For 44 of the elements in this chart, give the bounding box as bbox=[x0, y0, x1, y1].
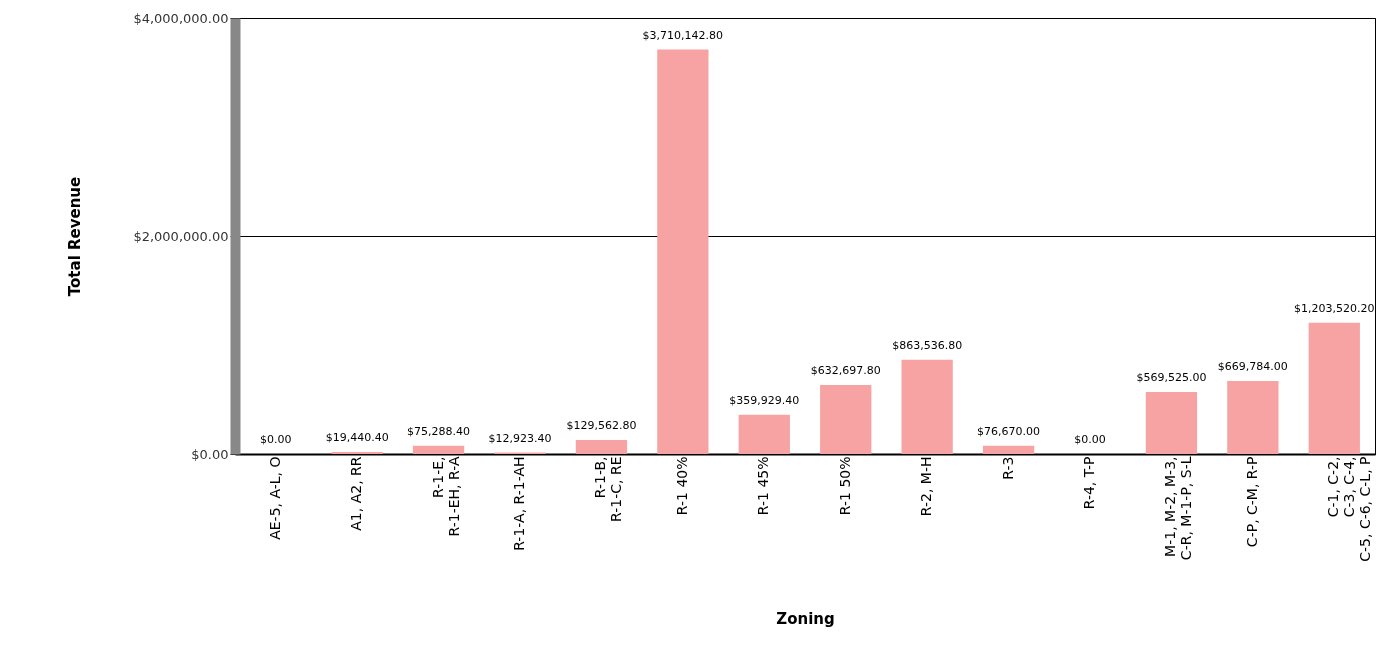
bar bbox=[1227, 380, 1279, 454]
x-tick-label: A1, A2, RR bbox=[348, 456, 365, 531]
bar bbox=[820, 385, 872, 454]
bar bbox=[1308, 322, 1360, 454]
data-label: $12,923.40 bbox=[488, 431, 552, 445]
x-tick-label: R-4, T-P bbox=[1081, 456, 1097, 510]
x-tick-label: R-1-E, R-1-EH, R-A bbox=[429, 456, 462, 537]
x-axis-title: Zoning bbox=[776, 609, 835, 628]
x-tick-label: R-1-B, R-1-C, RE bbox=[592, 456, 625, 522]
bar bbox=[901, 359, 953, 454]
x-tick-label: AE-5, A-L, O bbox=[266, 456, 283, 540]
x-tick-label: R-1 45% bbox=[755, 456, 772, 516]
y-tick-label: $0.00 bbox=[191, 446, 229, 462]
y-tick-label: $4,000,000.00 bbox=[133, 10, 229, 26]
x-tick-label: C-P, C-M, R-P bbox=[1243, 456, 1260, 548]
y-axis-title: Total Revenue bbox=[66, 176, 85, 297]
x-tick-label: R-1 50% bbox=[836, 456, 853, 516]
data-label: $1,203,520.20 bbox=[1294, 301, 1375, 315]
data-label: $359,929.40 bbox=[729, 393, 800, 407]
x-tick-label: C-1, C-2, C-3, C-4, C-5, C-6, C-L, P bbox=[1325, 456, 1374, 562]
bar bbox=[982, 445, 1035, 454]
data-label: $3,710,142.80 bbox=[642, 28, 724, 42]
data-label: $76,670.00 bbox=[977, 424, 1041, 438]
data-label: $863,536.80 bbox=[892, 338, 963, 352]
bar bbox=[657, 49, 709, 454]
data-label: $19,440.40 bbox=[325, 430, 389, 444]
data-label: $0.00 bbox=[1074, 433, 1106, 446]
bar bbox=[412, 445, 465, 454]
x-tick-label: R-2, M-H bbox=[918, 456, 935, 517]
data-label: $0.00 bbox=[259, 433, 292, 446]
x-tick-label: R-3 bbox=[999, 456, 1016, 480]
data-label: $129,562.80 bbox=[566, 418, 637, 432]
bar bbox=[575, 439, 628, 454]
data-label: $569,525.00 bbox=[1136, 370, 1207, 384]
y-tick-label: $2,000,000.00 bbox=[133, 228, 229, 244]
data-label: $632,697.80 bbox=[810, 364, 881, 378]
bar bbox=[1145, 391, 1198, 454]
x-tick-label: R-1-A, R-1-AH bbox=[511, 456, 527, 551]
bar bbox=[331, 451, 383, 454]
data-label: $75,288.40 bbox=[407, 424, 471, 438]
data-label: $669,784.00 bbox=[1217, 359, 1288, 373]
x-tick-label: R-1 40% bbox=[673, 456, 690, 516]
x-tick-label: M-1, M-2, M-3, C-R, M-1-P, S-L bbox=[1162, 456, 1195, 561]
bar bbox=[738, 414, 790, 454]
